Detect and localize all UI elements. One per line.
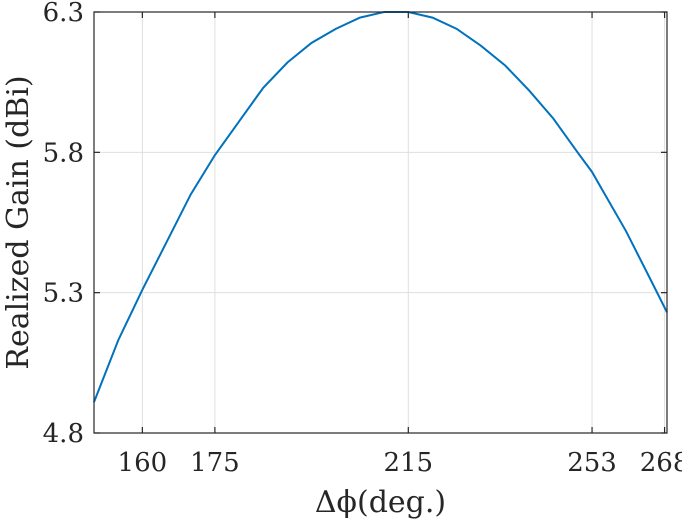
y-tick-label: 4.8 [43,419,84,449]
x-tick-label: 268 [640,448,682,478]
x-tick-label: 175 [190,448,240,478]
y-tick-label: 6.3 [43,0,84,28]
y-tick-label: 5.3 [43,279,84,309]
x-tick-label: 215 [383,448,433,478]
plot-area [93,11,668,403]
x-axis-label: Δϕ(deg.) [315,485,446,520]
grid [94,11,667,434]
y-axis-label: Realized Gain (dBi) [1,75,36,369]
x-tick-label: 253 [567,448,617,478]
y-tick-label: 5.8 [43,138,84,168]
ticks: 160 175 215 253 268 4.8 5.3 5.8 6.3 [43,0,682,478]
gain-curve [93,11,668,403]
axes-frame [93,11,668,434]
x-tick-label: 160 [118,448,168,478]
